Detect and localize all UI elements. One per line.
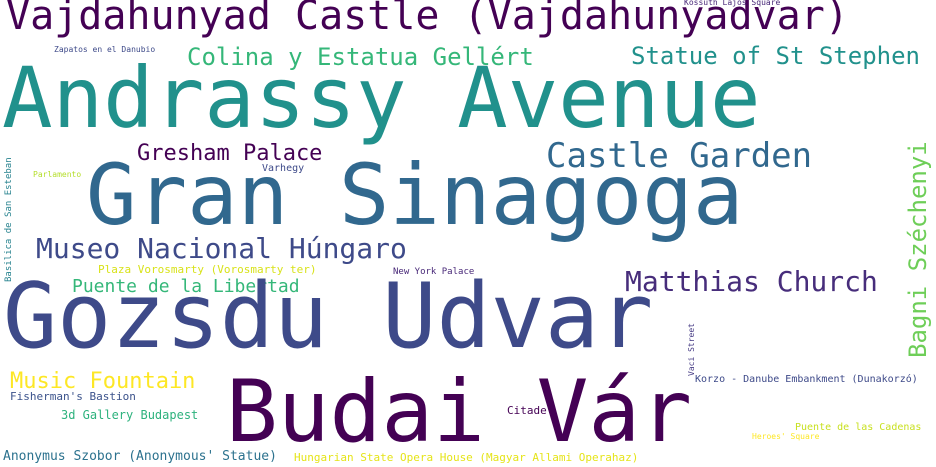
word-korzo-danube-embankment-dunakorz: Korzo - Danube Embankment (Dunakorzó) <box>695 374 918 385</box>
word-anonymus-szobor-anonymous-statue: Anonymus Szobor (Anonymous' Statue) <box>3 449 277 464</box>
word-3d-gallery-budapest: 3d Gallery Budapest <box>61 408 199 422</box>
word-statue-of-st-stephen: Statue of St Stephen <box>631 42 920 70</box>
word-gran-sinagoga: Gran Sinagoga <box>86 146 744 244</box>
word-parlamento: Parlamento <box>33 170 82 179</box>
word-gozsdu-udvar: Gozsdu Udvar <box>3 264 654 369</box>
word-andrassy-avenue: Andrassy Avenue <box>2 49 761 147</box>
word-hungarian-state-opera-house-magyar-allami-operahaz: Hungarian State Opera House (Magyar Alla… <box>294 451 639 464</box>
word-citadel: Citadel <box>507 404 554 417</box>
word-gresham-palace: Gresham Palace <box>137 141 323 166</box>
word-bagni-sz-chenyi: Bagni Széchenyi <box>904 141 932 358</box>
word-puente-de-las-cadenas: Puente de las Cadenas <box>795 422 922 433</box>
word-vajdahunyad-castle-vajdahunyadvar: Vajdahunyad Castle (Vajdahunyadvar) <box>6 0 849 39</box>
word-castle-garden: Castle Garden <box>546 136 813 176</box>
word-plaza-vorosmarty-vorosmarty-ter: Plaza Vorosmarty (Vorosmarty ter) <box>98 263 317 276</box>
word-heroes-square: Heroes' Square <box>752 432 820 441</box>
word-zapatos-en-el-danubio: Zapatos en el Danubio <box>54 45 156 54</box>
word-matthias-church: Matthias Church <box>625 265 878 298</box>
word-music-fountain: Music Fountain <box>10 369 196 394</box>
word-new-york-palace: New York Palace <box>393 267 475 277</box>
word-museo-nacional-h-ngaro: Museo Nacional Húngaro <box>36 232 407 265</box>
word-budai-v-r: Budai Vár <box>226 362 692 462</box>
word-kossuth-lajos-square: Kossuth Lajos Square <box>684 0 781 7</box>
word-puente-de-la-libertad: Puente de la Libertad <box>72 276 300 297</box>
word-fisherman-s-bastion: Fisherman's Bastion <box>10 390 136 403</box>
word-colina-y-estatua-gell-rt: Colina y Estatua Gellért <box>187 43 534 71</box>
word-varhegy: Varhegy <box>262 163 305 174</box>
